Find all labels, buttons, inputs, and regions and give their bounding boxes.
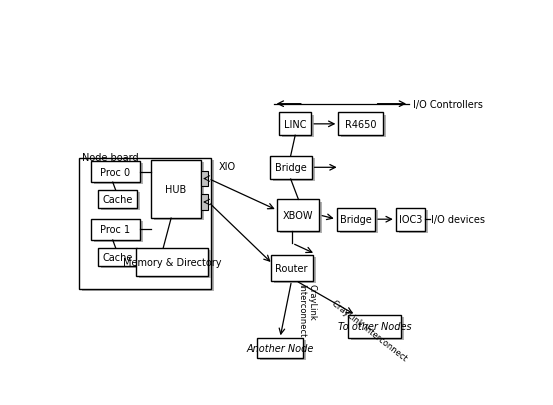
Text: HUB: HUB <box>165 185 187 195</box>
Text: I/O devices: I/O devices <box>431 215 486 225</box>
Bar <box>337 208 375 231</box>
Text: Router: Router <box>275 263 308 273</box>
Bar <box>201 195 208 210</box>
Text: CrayLink
Interconnect: CrayLink Interconnect <box>297 283 316 336</box>
Text: Bridge: Bridge <box>275 163 306 173</box>
Bar <box>79 158 211 289</box>
Bar <box>273 158 315 182</box>
Bar <box>91 162 140 183</box>
Bar <box>81 160 215 292</box>
Bar <box>152 161 201 219</box>
Bar <box>98 248 137 266</box>
Bar <box>396 208 425 231</box>
Bar <box>257 338 303 358</box>
Bar <box>101 250 140 268</box>
Text: I/O Controllers: I/O Controllers <box>413 100 483 109</box>
Bar <box>201 172 208 187</box>
Bar <box>340 211 378 233</box>
Bar <box>101 193 140 211</box>
Text: XBOW: XBOW <box>283 211 314 220</box>
Bar <box>279 113 311 136</box>
Bar <box>260 341 306 360</box>
Bar <box>280 202 322 233</box>
Text: Cache: Cache <box>102 194 133 205</box>
Bar <box>399 211 428 233</box>
Text: XIO: XIO <box>219 161 236 171</box>
Bar <box>135 248 208 276</box>
Bar <box>348 315 401 338</box>
Bar <box>282 115 314 138</box>
Text: LINC: LINC <box>284 119 306 130</box>
Bar <box>278 200 320 231</box>
Bar <box>341 115 386 138</box>
Bar <box>274 258 316 283</box>
Bar <box>154 163 204 221</box>
Text: Cache: Cache <box>102 252 133 262</box>
Text: Bridge: Bridge <box>340 215 372 225</box>
Bar <box>338 113 383 136</box>
Bar <box>270 256 312 281</box>
Bar <box>91 219 140 241</box>
Bar <box>93 164 143 185</box>
Bar <box>98 190 137 208</box>
Bar <box>93 222 143 243</box>
Text: To other Nodes: To other Nodes <box>338 322 411 332</box>
Text: Memory & Directory: Memory & Directory <box>123 257 221 267</box>
Text: Node board: Node board <box>82 152 139 162</box>
Bar <box>270 156 312 179</box>
Text: CrayLink Interconnect: CrayLink Interconnect <box>330 298 409 362</box>
Text: IOC3: IOC3 <box>399 215 422 225</box>
Bar <box>139 250 211 278</box>
Text: Another Node: Another Node <box>246 343 314 353</box>
Bar <box>351 318 404 340</box>
Text: R4650: R4650 <box>345 119 377 130</box>
Text: Proc 1: Proc 1 <box>100 225 131 235</box>
Text: Proc 0: Proc 0 <box>100 167 131 177</box>
